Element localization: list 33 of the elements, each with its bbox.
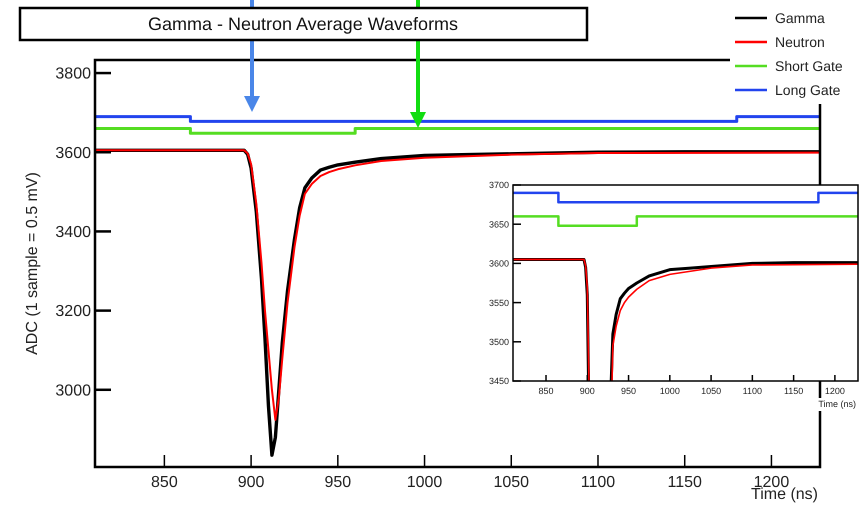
y-tick-label: 3650	[488, 219, 509, 230]
x-tick-label: 1050	[493, 474, 530, 491]
y-tick-label: 3200	[55, 303, 92, 320]
x-tick-label: 1000	[660, 386, 680, 396]
x-tick-label: 1000	[406, 474, 442, 491]
y-tick-label: 3550	[488, 298, 509, 308]
x-tick-label: 1050	[701, 386, 722, 396]
y-axis-title: ADC (1 sample = 0.5 mV)	[24, 172, 41, 355]
x-axis-title: Time (ns)	[818, 399, 856, 409]
legend-label: Short Gate	[775, 58, 843, 74]
y-tick-label: 3400	[55, 224, 92, 242]
legend-label: Gamma	[775, 10, 825, 26]
y-tick-label: 3450	[488, 376, 509, 386]
x-tick-label: 1150	[784, 386, 804, 396]
x-tick-label: 950	[324, 474, 352, 491]
x-tick-label: 1150	[668, 474, 702, 491]
y-tick-label: 3600	[55, 144, 92, 162]
legend-label: Neutron	[775, 34, 825, 50]
x-tick-label: 1100	[742, 386, 762, 396]
chart-title: Gamma - Neutron Average Waveforms	[148, 14, 458, 34]
y-tick-label: 3600	[488, 258, 509, 269]
x-tick-label: 1200	[824, 386, 845, 396]
x-tick-label: 850	[151, 474, 178, 491]
x-tick-label: 900	[580, 386, 595, 396]
y-tick-label: 3800	[55, 66, 92, 83]
x-tick-label: 850	[538, 386, 554, 396]
x-tick-label: 950	[621, 386, 636, 396]
x-tick-label: 900	[238, 474, 265, 491]
y-tick-label: 3500	[488, 336, 509, 347]
x-tick-label: 1100	[580, 474, 616, 491]
y-tick-label: 3000	[55, 382, 92, 400]
legend-label: Long Gate	[775, 82, 841, 98]
y-tick-label: 3700	[488, 180, 509, 190]
